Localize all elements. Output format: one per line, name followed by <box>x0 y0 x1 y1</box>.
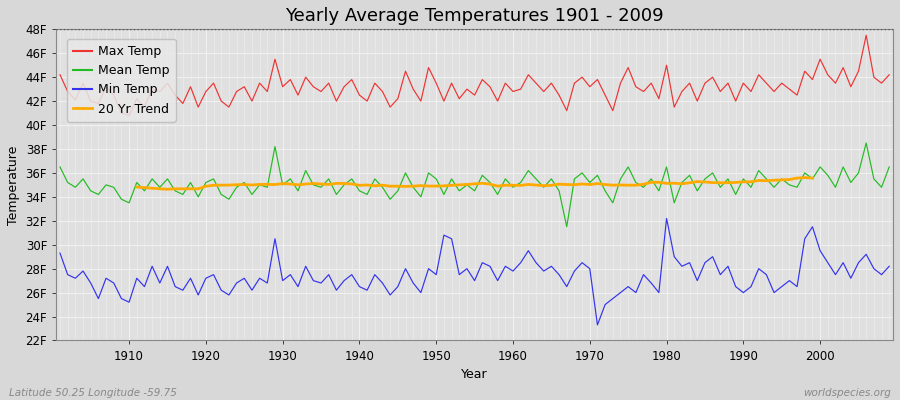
Y-axis label: Temperature: Temperature <box>7 145 20 224</box>
Text: Latitude 50.25 Longitude -59.75: Latitude 50.25 Longitude -59.75 <box>9 388 177 398</box>
X-axis label: Year: Year <box>462 368 488 381</box>
Legend: Max Temp, Mean Temp, Min Temp, 20 Yr Trend: Max Temp, Mean Temp, Min Temp, 20 Yr Tre… <box>67 39 176 122</box>
Text: worldspecies.org: worldspecies.org <box>803 388 891 398</box>
Title: Yearly Average Temperatures 1901 - 2009: Yearly Average Temperatures 1901 - 2009 <box>285 7 664 25</box>
